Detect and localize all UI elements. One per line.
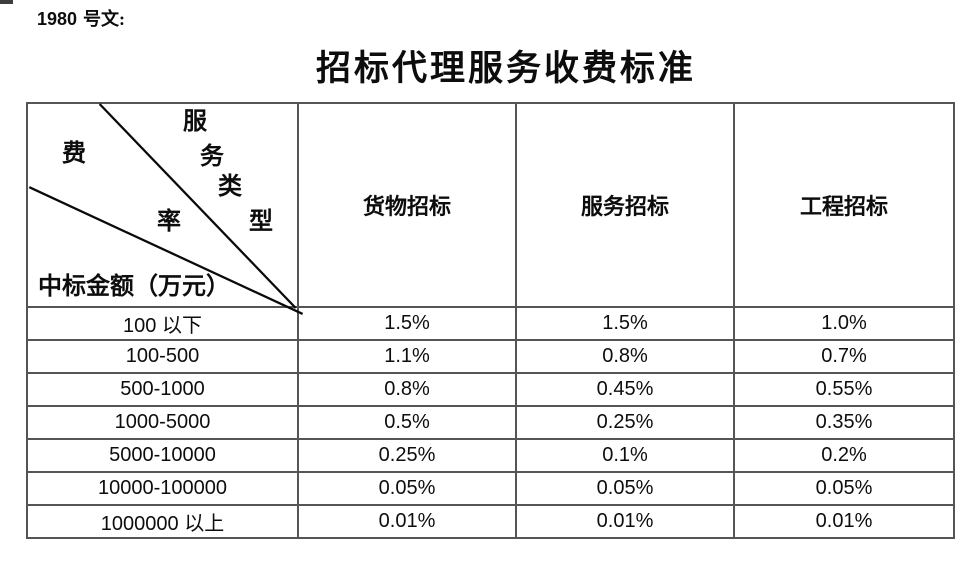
corner-type-char-0: 服 <box>183 109 207 135</box>
table-row: 100 以下 1.5% 1.5% 1.0% <box>26 306 955 341</box>
fee-value: 0.35% <box>733 405 955 440</box>
fee-value: 0.45% <box>515 372 735 407</box>
column-header-engineering: 工程招标 <box>733 102 955 308</box>
page-title: 招标代理服务收费标准 <box>315 49 696 88</box>
doc-number-value: 1980 <box>37 9 78 29</box>
corner-rate-char-0: 费 <box>62 141 86 167</box>
table-header-row: 服 务 类 型 费 率 中标金额（万元） 货物招标 服务招标 工程招标 <box>26 102 955 315</box>
fee-value: 0.8% <box>297 372 517 407</box>
fee-value: 0.55% <box>733 372 955 407</box>
fee-value: 0.5% <box>297 405 517 440</box>
corner-rate-char-1: 率 <box>157 209 181 235</box>
fee-value: 1.5% <box>515 306 735 341</box>
fee-value: 0.05% <box>733 471 955 506</box>
table-row: 100-500 1.1% 0.8% 0.7% <box>26 339 955 374</box>
row-label: 10000-100000 <box>26 471 299 506</box>
corner-type-char-3: 型 <box>249 209 273 235</box>
fee-value: 0.01% <box>515 504 735 539</box>
row-label: 1000-5000 <box>26 405 299 440</box>
doc-number-label: 号文: <box>83 9 126 29</box>
corner-type-char-2: 类 <box>218 174 242 200</box>
corner-type-char-1: 务 <box>200 144 224 170</box>
table-row: 10000-100000 0.05% 0.05% 0.05% <box>26 471 955 506</box>
table-row: 1000-5000 0.5% 0.25% 0.35% <box>26 405 955 440</box>
fee-value: 0.2% <box>733 438 955 473</box>
row-label: 100 以下 <box>26 306 299 341</box>
table-row: 1000000 以上 0.01% 0.01% 0.01% <box>26 504 955 539</box>
corner-amount-label: 中标金额（万元） <box>38 274 230 300</box>
fee-standard-table: 服 务 类 型 费 率 中标金额（万元） 货物招标 服务招标 工程招标 100 … <box>26 102 955 539</box>
fee-value: 1.1% <box>297 339 517 374</box>
column-header-service: 服务招标 <box>515 102 735 308</box>
diagonal-lines <box>28 103 304 315</box>
fee-value: 0.7% <box>733 339 955 374</box>
fee-value: 0.05% <box>515 471 735 506</box>
column-header-goods: 货物招标 <box>297 102 517 308</box>
fee-value: 0.01% <box>297 504 517 539</box>
fee-value: 0.05% <box>297 471 517 506</box>
diagonal-header-cell: 服 务 类 型 费 率 中标金额（万元） <box>26 102 304 315</box>
fee-value: 1.5% <box>297 306 517 341</box>
row-label: 5000-10000 <box>26 438 299 473</box>
table-row: 500-1000 0.8% 0.45% 0.55% <box>26 372 955 407</box>
doc-number-line: 1980 号文: <box>37 5 125 31</box>
fee-value: 0.1% <box>515 438 735 473</box>
row-label: 500-1000 <box>26 372 299 407</box>
corner-artifact <box>0 0 13 4</box>
fee-value: 0.25% <box>515 405 735 440</box>
fee-value: 1.0% <box>733 306 955 341</box>
fee-value: 0.25% <box>297 438 517 473</box>
fee-value: 0.01% <box>733 504 955 539</box>
fee-value: 0.8% <box>515 339 735 374</box>
row-label: 100-500 <box>26 339 299 374</box>
row-label: 1000000 以上 <box>26 504 299 539</box>
table-row: 5000-10000 0.25% 0.1% 0.2% <box>26 438 955 473</box>
